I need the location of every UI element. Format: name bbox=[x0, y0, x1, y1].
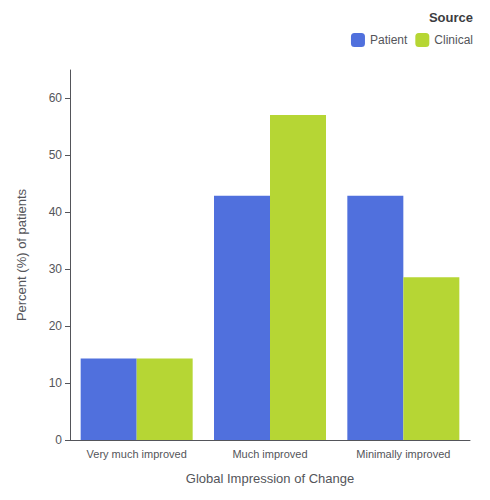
svg-text:Global Impression of Change: Global Impression of Change bbox=[186, 471, 354, 486]
svg-text:Minimally improved: Minimally improved bbox=[356, 448, 450, 460]
svg-text:Percent (%) of patients: Percent (%) of patients bbox=[14, 188, 29, 321]
svg-text:Patient: Patient bbox=[370, 33, 408, 47]
svg-text:50: 50 bbox=[49, 148, 63, 162]
svg-text:30: 30 bbox=[49, 262, 63, 276]
svg-text:Very much improved: Very much improved bbox=[87, 448, 187, 460]
svg-text:20: 20 bbox=[49, 319, 63, 333]
svg-text:Much improved: Much improved bbox=[232, 448, 307, 460]
svg-text:60: 60 bbox=[49, 91, 63, 105]
svg-text:Clinical: Clinical bbox=[434, 33, 473, 47]
svg-text:10: 10 bbox=[49, 376, 63, 390]
svg-text:40: 40 bbox=[49, 205, 63, 219]
svg-text:Source: Source bbox=[429, 10, 473, 25]
svg-text:0: 0 bbox=[55, 433, 62, 447]
